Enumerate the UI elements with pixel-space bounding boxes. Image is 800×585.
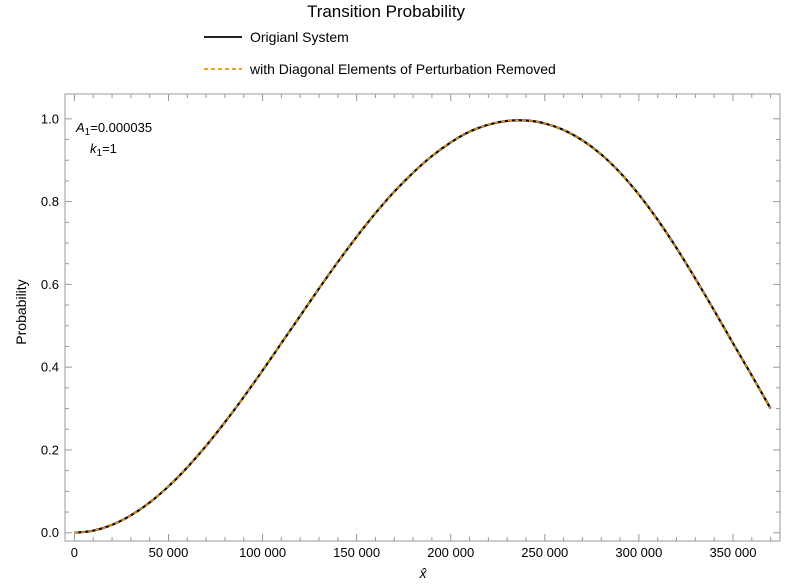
chart-title: Transition Probability — [307, 2, 466, 21]
x-tick-label: 0 — [71, 545, 78, 560]
y-tick-label: 0.2 — [41, 442, 59, 457]
y-axis: 0.0 0.2 0.4 0.6 0.8 1.0 — [41, 111, 780, 540]
plot-frame — [64, 93, 781, 542]
x-tick-label: 50 000 — [149, 545, 189, 560]
annotation-k1-symbol: k — [90, 141, 98, 156]
annotation-k1-value: =1 — [102, 141, 117, 156]
y-tick-label: 0.0 — [41, 525, 59, 540]
legend: Origianl System with Diagonal Elements o… — [204, 29, 556, 77]
x-tick-label: 350 000 — [709, 545, 756, 560]
y-tick-label: 0.8 — [41, 194, 59, 209]
annotation-a1: A1=0.000035 — [75, 120, 152, 138]
annotation-a1-symbol: A — [75, 120, 85, 135]
x-tick-label: 150 000 — [333, 545, 380, 560]
x-axis-title: x̂ — [419, 565, 428, 581]
y-tick-label: 1.0 — [41, 111, 59, 126]
annotation-k1-subscript: 1 — [97, 148, 103, 159]
annotation-k1: k1=1 — [90, 141, 117, 159]
series-layer — [74, 119, 772, 534]
annotation-a1-value: =0.000035 — [90, 120, 152, 135]
legend-label-original: Origianl System — [250, 29, 349, 45]
x-axis: 0 50 000 100 000 150 000 200 000 250 000 300 0… — [71, 94, 772, 560]
y-tick-label: 0.6 — [41, 277, 59, 292]
series-line-diagonal-removed — [74, 119, 772, 534]
y-axis-title: Probability — [13, 279, 29, 344]
series-line-original — [74, 119, 772, 534]
legend-label-diagonal-removed: with Diagonal Elements of Perturbation R… — [249, 61, 556, 77]
y-tick-label: 0.4 — [41, 360, 59, 375]
x-tick-label: 250 000 — [521, 545, 568, 560]
x-tick-label: 300 000 — [615, 545, 662, 560]
x-tick-label: 100 000 — [239, 545, 286, 560]
x-tick-label: 200 000 — [427, 545, 474, 560]
annotation-a1-subscript: 1 — [85, 127, 91, 138]
